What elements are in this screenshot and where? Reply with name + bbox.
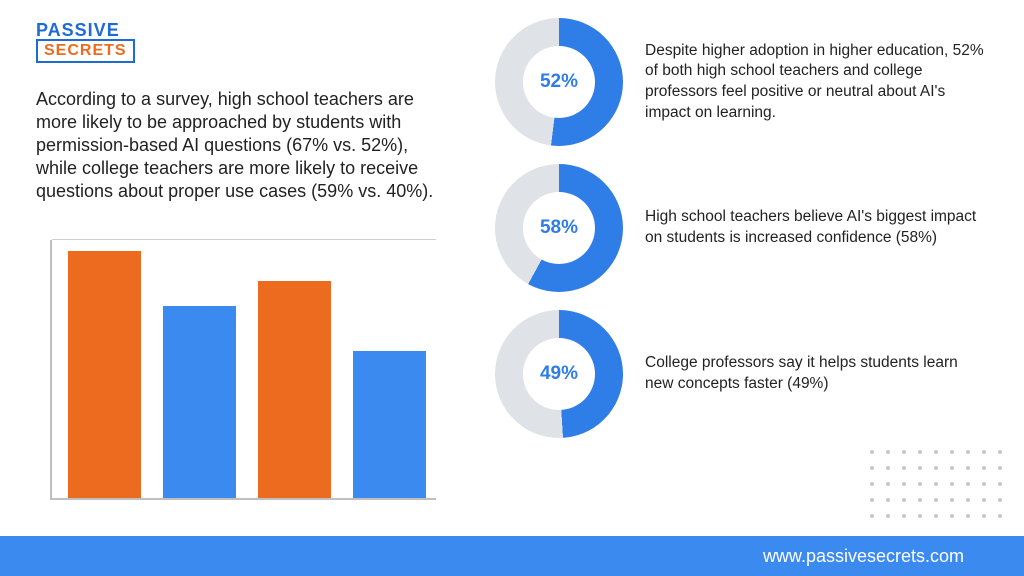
dot (934, 498, 938, 502)
donut-stat: 52% Despite higher adoption in higher edu… (495, 18, 995, 146)
dot (918, 514, 922, 518)
dot (886, 450, 890, 454)
dot (950, 482, 954, 486)
dot (902, 482, 906, 486)
footer-url: www.passivesecrets.com (763, 546, 964, 567)
dot (902, 498, 906, 502)
donut-chart: 49% (495, 310, 623, 438)
dot (918, 482, 922, 486)
logo-top-text: PASSIVE (36, 20, 135, 41)
dot (950, 450, 954, 454)
bar (353, 351, 426, 498)
dot (886, 514, 890, 518)
dot (966, 450, 970, 454)
dot (902, 466, 906, 470)
dot (870, 498, 874, 502)
dot (950, 514, 954, 518)
dot (870, 450, 874, 454)
dot (902, 514, 906, 518)
dot (950, 466, 954, 470)
brand-logo: PASSIVE SECRETS (36, 20, 135, 63)
donut-description: College professors say it helps students… (645, 353, 985, 394)
donut-stat: 49% College professors say it helps stude… (495, 310, 995, 438)
bar-chart-bars (52, 240, 436, 498)
dot (902, 450, 906, 454)
dot (950, 498, 954, 502)
dot (982, 482, 986, 486)
bar (68, 251, 141, 498)
dot (886, 482, 890, 486)
dot (966, 482, 970, 486)
dot (870, 514, 874, 518)
dot (982, 466, 986, 470)
dot (886, 498, 890, 502)
dot (934, 450, 938, 454)
dot (918, 450, 922, 454)
dot (918, 466, 922, 470)
dot (870, 466, 874, 470)
donut-chart: 52% (495, 18, 623, 146)
logo-bottom-text: SECRETS (36, 39, 135, 63)
dot (886, 466, 890, 470)
dot (982, 450, 986, 454)
dot (966, 514, 970, 518)
dot (934, 514, 938, 518)
donut-stat: 58% High school teachers believe AI's big… (495, 164, 995, 292)
dot (934, 466, 938, 470)
footer-bar: www.passivesecrets.com (0, 536, 1024, 576)
donut-center-label: 49% (523, 338, 595, 410)
dot (998, 498, 1002, 502)
dot (966, 498, 970, 502)
dot (982, 514, 986, 518)
donut-chart: 58% (495, 164, 623, 292)
intro-paragraph: According to a survey, high school teach… (36, 88, 436, 203)
page: PASSIVE SECRETS According to a survey, h… (0, 0, 1024, 576)
dot (998, 514, 1002, 518)
dot (934, 482, 938, 486)
donut-stats: 52% Despite higher adoption in higher edu… (495, 18, 995, 456)
dot (870, 482, 874, 486)
donut-description: High school teachers believe AI's bigges… (645, 207, 985, 248)
dot (998, 482, 1002, 486)
bar (163, 306, 236, 498)
bar-chart-plot-area (50, 240, 436, 500)
dot (966, 466, 970, 470)
donut-center-label: 52% (523, 46, 595, 118)
bar-chart (36, 240, 436, 510)
dot (998, 450, 1002, 454)
dot (982, 498, 986, 502)
decorative-dot-grid (870, 450, 1008, 524)
donut-center-label: 58% (523, 192, 595, 264)
bar (258, 281, 331, 498)
dot (918, 498, 922, 502)
dot (998, 466, 1002, 470)
donut-description: Despite higher adoption in higher educat… (645, 41, 985, 123)
